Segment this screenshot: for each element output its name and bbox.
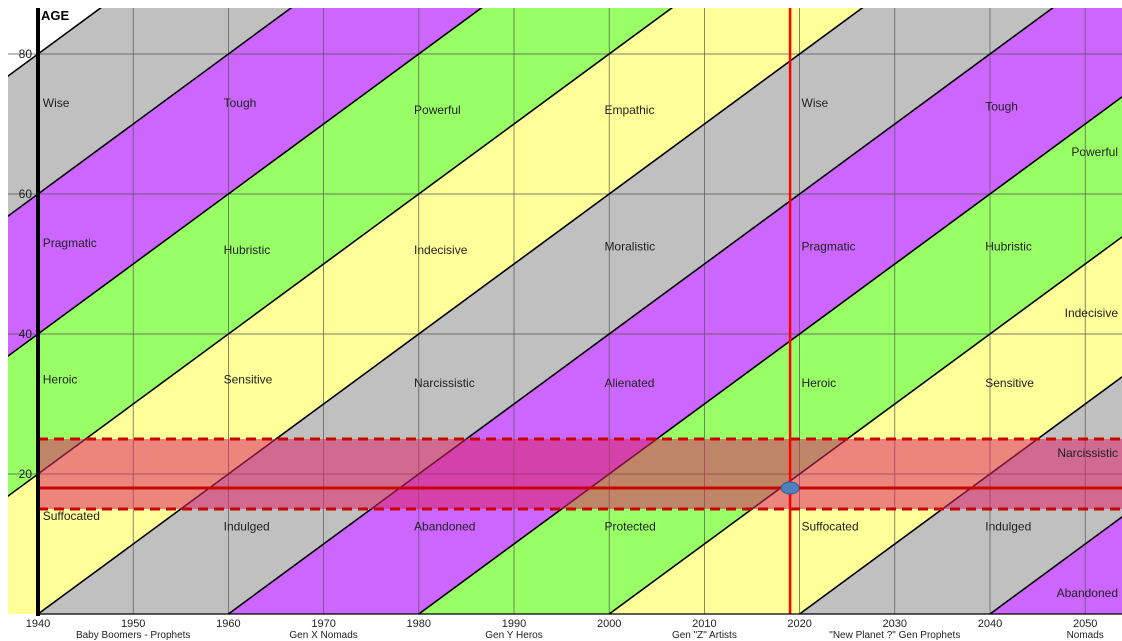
- band-boundary-line: [8, 8, 674, 498]
- generation-label: Gen Y Heros: [485, 630, 542, 641]
- trait-label: Wise: [43, 96, 70, 110]
- trait-label: Indecisive: [1065, 306, 1119, 320]
- x-tick-label: 1990: [502, 618, 526, 630]
- y-tick-label: 60: [19, 187, 33, 201]
- trait-label: Tough: [224, 96, 257, 110]
- x-tick-label: 2010: [692, 618, 716, 630]
- trait-label: Suffocated: [802, 520, 859, 534]
- trait-label: Hubristic: [985, 240, 1032, 254]
- trait-label: Pragmatic: [802, 240, 856, 254]
- trait-label: Moralistic: [604, 240, 655, 254]
- y-tick-label: 40: [19, 327, 33, 341]
- trait-label: Alienated: [604, 376, 654, 390]
- x-tick-label: 1970: [311, 618, 335, 630]
- age-bands: [8, 8, 1122, 614]
- trait-label: Suffocated: [43, 509, 100, 523]
- trait-label: Powerful: [414, 103, 461, 117]
- generation-label: "New Planet ?" Gen Prophets: [829, 630, 960, 641]
- x-tick-label: 2030: [883, 618, 907, 630]
- trait-label: Powerful: [1071, 145, 1118, 159]
- x-tick-label: 2000: [597, 618, 621, 630]
- trait-label: Abandoned: [1057, 586, 1118, 600]
- trait-label: Indulged: [985, 520, 1031, 534]
- x-tick-label: 1980: [407, 618, 431, 630]
- trait-label: Wise: [802, 96, 829, 110]
- trait-label: Hubristic: [224, 243, 271, 257]
- x-tick-label: 2040: [978, 618, 1002, 630]
- band-boundary-line: [8, 8, 293, 218]
- x-tick-label: 1940: [26, 618, 50, 630]
- y-tick-label: 80: [19, 47, 33, 61]
- trait-label: Empathic: [604, 103, 654, 117]
- trait-label: Indecisive: [414, 243, 468, 257]
- trait-label: Protected: [604, 520, 655, 534]
- x-tick-label: 1960: [216, 618, 240, 630]
- generation-label: Nomads: [1067, 630, 1104, 641]
- trait-label: Narcissistic: [1057, 446, 1118, 460]
- current-year-marker: [780, 481, 800, 495]
- x-tick-label: 1950: [121, 618, 145, 630]
- highlight-band-fill: [38, 439, 1122, 509]
- trait-label: Narcissistic: [414, 376, 475, 390]
- trait-label: Indulged: [224, 520, 270, 534]
- highlight-band: [38, 8, 1122, 614]
- band-boundary-line: [8, 8, 483, 358]
- trait-label: Heroic: [802, 376, 837, 390]
- generation-label: Baby Boomers - Prophets: [76, 630, 191, 641]
- generation-label: Gen "Z" Artists: [672, 630, 737, 641]
- trait-labels: Wise Tough Powerful Empathic Wise Tough Powerf…: [43, 96, 1119, 600]
- y-axis-title: AGE: [41, 8, 70, 23]
- trait-label: Tough: [985, 100, 1018, 114]
- band-boundary-line: [8, 8, 102, 78]
- trait-label: Heroic: [43, 373, 78, 387]
- trait-label: Sensitive: [985, 376, 1034, 390]
- trait-label: Abandoned: [414, 520, 475, 534]
- trait-label: Pragmatic: [43, 236, 97, 250]
- x-tick-label: 2050: [1073, 618, 1097, 630]
- generation-label: Gen X Nomads: [289, 630, 357, 641]
- x-tick-label: 2020: [787, 618, 811, 630]
- y-tick-label: 20: [19, 467, 33, 481]
- trait-label: Sensitive: [224, 373, 273, 387]
